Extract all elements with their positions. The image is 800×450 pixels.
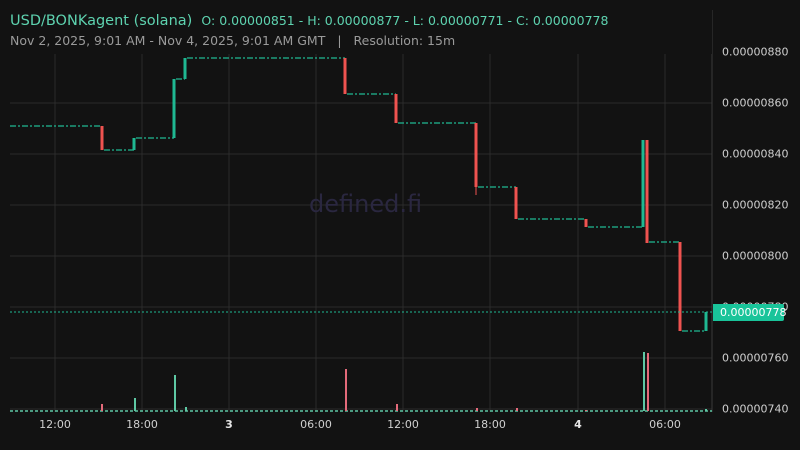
x-tick-label: 12:00: [39, 418, 71, 431]
x-tick-label: 3: [225, 418, 233, 431]
x-tick-label: 06:00: [300, 418, 332, 431]
chart-header: USD/BONKagent (solana) O: 0.00000851 - H…: [0, 0, 712, 54]
candle-body: [645, 140, 649, 243]
symbol-title: USD/BONKagent (solana): [10, 13, 193, 29]
candle-body: [678, 242, 682, 331]
y-tick-label: 0.00000860: [722, 96, 789, 110]
x-tick-label: 18:00: [126, 418, 158, 431]
y-tick-label: 0.00000880: [722, 45, 789, 59]
candle-body: [514, 187, 518, 219]
volume-bar: [643, 352, 645, 411]
candle-body: [584, 219, 588, 227]
date-range: Nov 2, 2025, 9:01 AM - Nov 4, 2025, 9:01…: [10, 33, 326, 48]
y-tick-label: 0.00000740: [722, 402, 789, 416]
y-tick-label: 0.00000840: [722, 147, 789, 161]
watermark: defined.fi: [309, 190, 423, 218]
resolution-label: Resolution: 15m: [353, 33, 456, 48]
candle-body: [704, 312, 708, 331]
ohlc-values: O: 0.00000851 - H: 0.00000877 - L: 0.000…: [201, 13, 609, 28]
volume-bar: [134, 398, 136, 411]
volume-bar: [396, 404, 398, 411]
volume-bar: [101, 404, 103, 411]
subtitle-row: Nov 2, 2025, 9:01 AM - Nov 4, 2025, 9:01…: [10, 33, 455, 48]
volume-bar: [516, 408, 518, 411]
candle-body: [100, 126, 104, 150]
volume-bar: [185, 407, 187, 411]
candle-body: [132, 138, 136, 150]
candle-body: [343, 58, 347, 94]
volume-bar: [345, 369, 347, 411]
candle-body: [183, 58, 187, 79]
candle-body: [474, 123, 478, 187]
volume-bar: [174, 375, 176, 411]
x-tick-label: 12:00: [387, 418, 419, 431]
title-row: USD/BONKagent (solana) O: 0.00000851 - H…: [10, 10, 608, 29]
y-tick-label: 0.00000820: [722, 198, 789, 212]
volume-bar: [585, 410, 587, 411]
volume-bar: [647, 353, 649, 411]
y-tick-label: 0.00000800: [722, 249, 789, 263]
candle-body: [641, 140, 645, 227]
x-tick-label: 18:00: [474, 418, 506, 431]
x-tick-label: 06:00: [649, 418, 681, 431]
current-price-tag: 0.00000778: [713, 304, 786, 321]
candle-body: [172, 79, 176, 138]
volume-bar: [476, 408, 478, 411]
x-tick-label: 4: [574, 418, 582, 431]
volume-bar: [705, 409, 707, 411]
candle-body: [394, 94, 398, 123]
y-tick-label: 0.00000760: [722, 351, 789, 365]
separator: |: [337, 33, 342, 48]
